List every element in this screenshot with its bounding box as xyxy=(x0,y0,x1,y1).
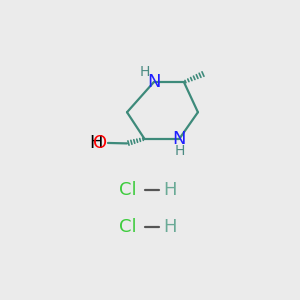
Text: Cl: Cl xyxy=(119,181,136,199)
Text: H: H xyxy=(140,65,150,80)
Text: H: H xyxy=(175,144,185,158)
Text: H: H xyxy=(163,218,176,236)
Text: Cl: Cl xyxy=(119,218,136,236)
Text: H: H xyxy=(89,134,103,152)
Text: N: N xyxy=(172,130,186,148)
Text: N: N xyxy=(147,73,160,91)
Text: O: O xyxy=(93,134,107,152)
Text: H: H xyxy=(163,181,176,199)
